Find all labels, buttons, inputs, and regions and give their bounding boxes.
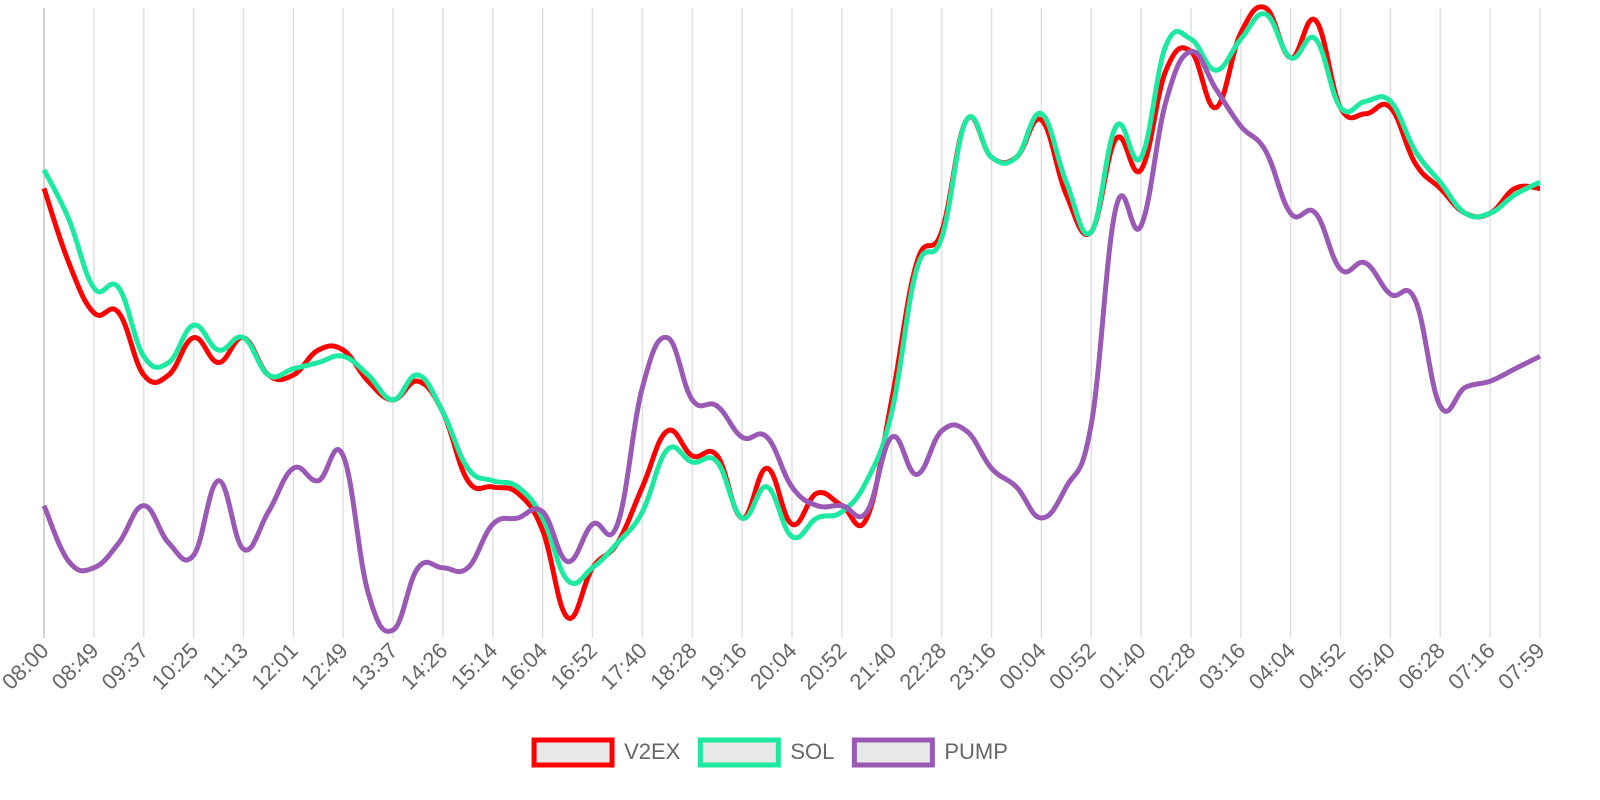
x-tick-label: 16:52 (545, 638, 602, 695)
x-tick-label: 08:49 (47, 638, 104, 695)
x-tick-label: 13:37 (346, 638, 403, 695)
legend-swatch (697, 737, 781, 768)
x-tick-label: 14:26 (396, 638, 453, 695)
legend: V2EX SOL PUMP (531, 737, 1008, 768)
x-tick-label: 22:28 (895, 638, 952, 695)
x-tick-label: 20:52 (795, 638, 852, 695)
legend-label: SOL (790, 739, 834, 764)
x-tick-label: 00:52 (1044, 638, 1101, 695)
x-tick-label: 00:04 (994, 638, 1051, 695)
series-line (41, 49, 1542, 634)
x-tick-label: 05:40 (1343, 638, 1400, 695)
x-tick-label: 16:04 (496, 638, 553, 695)
x-tick-label: 15:14 (446, 638, 503, 695)
x-tick-label: 10:25 (147, 638, 204, 695)
x-tick-label: 01:40 (1094, 638, 1151, 695)
x-tick-label: 04:52 (1293, 638, 1350, 695)
legend-label: V2EX (624, 739, 681, 764)
x-tick-label: 03:16 (1194, 638, 1251, 695)
x-tick-label: 02:28 (1144, 638, 1201, 695)
x-tick-label: 19:16 (695, 638, 752, 695)
x-tick-label: 07:59 (1493, 638, 1550, 695)
legend-label: PUMP (944, 739, 1008, 764)
x-tick-label: 21:40 (845, 638, 902, 695)
x-tick-label: 20:04 (745, 638, 802, 695)
x-tick-label: 04:04 (1244, 638, 1301, 695)
x-tick-label: 08:00 (0, 638, 54, 695)
x-tick-label: 12:49 (296, 638, 353, 695)
series-line (41, 11, 1542, 586)
x-tick-label: 07:16 (1443, 638, 1500, 695)
legend-swatch (531, 737, 615, 768)
legend-swatch (851, 737, 935, 768)
x-tick-label: 18:28 (645, 638, 702, 695)
x-tick-label: 17:40 (595, 638, 652, 695)
x-tick-label: 23:16 (944, 638, 1001, 695)
x-tick-label: 12:01 (246, 638, 303, 695)
x-tick-label: 09:37 (97, 638, 154, 695)
x-tick-label: 06:28 (1393, 638, 1450, 695)
x-tick-label: 11:13 (198, 638, 253, 693)
